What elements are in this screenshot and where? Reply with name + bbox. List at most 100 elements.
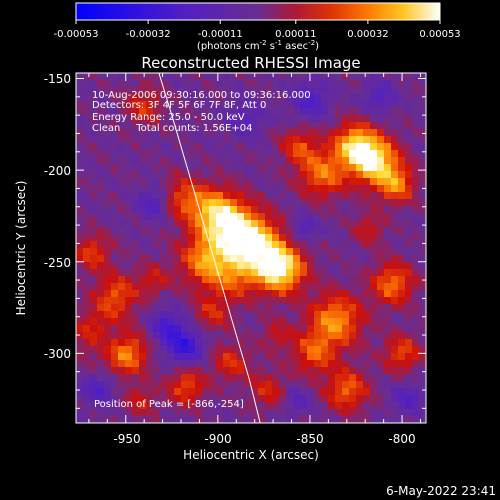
- heatmap-cell: [223, 178, 230, 185]
- heatmap-cell: [97, 171, 104, 178]
- heatmap-cell: [258, 94, 265, 101]
- heatmap-cell: [237, 80, 244, 87]
- heatmap-cell: [111, 241, 118, 248]
- heatmap-cell: [321, 269, 328, 276]
- heatmap-cell: [139, 283, 146, 290]
- colorbar-tick-label: 0.00032: [347, 29, 388, 40]
- heatmap-cell: [251, 87, 258, 94]
- heatmap-cell: [398, 311, 405, 318]
- heatmap-cell: [258, 395, 265, 402]
- heatmap-cell: [405, 87, 412, 94]
- heatmap-cell: [188, 136, 195, 143]
- heatmap-cell: [293, 80, 300, 87]
- heatmap-cell: [230, 227, 237, 234]
- heatmap-cell: [363, 206, 370, 213]
- heatmap-cell: [279, 416, 286, 423]
- heatmap-cell: [90, 227, 97, 234]
- heatmap-cell: [307, 192, 314, 199]
- heatmap-cell: [118, 283, 125, 290]
- heatmap-cell: [118, 241, 125, 248]
- heatmap-cell: [384, 199, 391, 206]
- heatmap-cell: [181, 290, 188, 297]
- heatmap-cell: [321, 150, 328, 157]
- heatmap-cell: [398, 150, 405, 157]
- heatmap-cell: [223, 143, 230, 150]
- heatmap-cell: [83, 381, 90, 388]
- heatmap-cell: [328, 353, 335, 360]
- heatmap-cell: [328, 332, 335, 339]
- heatmap-cell: [307, 360, 314, 367]
- heatmap-cell: [377, 311, 384, 318]
- heatmap-cell: [104, 122, 111, 129]
- heatmap-cell: [363, 269, 370, 276]
- heatmap-cell: [391, 157, 398, 164]
- heatmap-cell: [293, 101, 300, 108]
- heatmap-cell: [377, 136, 384, 143]
- heatmap-cell: [83, 325, 90, 332]
- heatmap-cell: [412, 241, 419, 248]
- heatmap-cell: [419, 234, 426, 241]
- heatmap-cell: [279, 276, 286, 283]
- heatmap-cell: [237, 311, 244, 318]
- heatmap-cell: [230, 269, 237, 276]
- heatmap-cell: [258, 185, 265, 192]
- heatmap-cell: [328, 409, 335, 416]
- heatmap-cell: [342, 409, 349, 416]
- heatmap-cell: [111, 192, 118, 199]
- heatmap-cell: [356, 360, 363, 367]
- heatmap-cell: [251, 248, 258, 255]
- heatmap-cell: [167, 73, 174, 80]
- heatmap-cell: [83, 241, 90, 248]
- heatmap-cell: [153, 227, 160, 234]
- heatmap-cell: [384, 206, 391, 213]
- heatmap-cell: [118, 122, 125, 129]
- heatmap-cell: [118, 353, 125, 360]
- heatmap-cell: [167, 402, 174, 409]
- heatmap-cell: [244, 199, 251, 206]
- observation-info: 10-Aug-2006 09:30:16.000 to 09:36:16.000…: [92, 90, 311, 410]
- heatmap-cell: [97, 304, 104, 311]
- heatmap-cell: [272, 150, 279, 157]
- heatmap-cell: [335, 213, 342, 220]
- heatmap-cell: [132, 199, 139, 206]
- heatmap-cell: [153, 325, 160, 332]
- heatmap-cell: [405, 346, 412, 353]
- heatmap-cell: [83, 388, 90, 395]
- heatmap-cell: [363, 318, 370, 325]
- heatmap-cell: [223, 360, 230, 367]
- heatmap-cell: [167, 269, 174, 276]
- heatmap-cell: [342, 283, 349, 290]
- heatmap-cell: [328, 122, 335, 129]
- heatmap-cell: [363, 346, 370, 353]
- heatmap-cell: [244, 374, 251, 381]
- heatmap-cell: [342, 206, 349, 213]
- heatmap-cell: [216, 360, 223, 367]
- heatmap-cell: [363, 332, 370, 339]
- heatmap-cell: [160, 311, 167, 318]
- heatmap-cell: [244, 409, 251, 416]
- heatmap-cell: [377, 108, 384, 115]
- heatmap-cell: [76, 101, 83, 108]
- heatmap-cell: [293, 325, 300, 332]
- heatmap-cell: [244, 339, 251, 346]
- heatmap-cell: [153, 416, 160, 423]
- heatmap-cell: [153, 374, 160, 381]
- heatmap-cell: [286, 192, 293, 199]
- heatmap-cell: [181, 255, 188, 262]
- heatmap-cell: [377, 220, 384, 227]
- heatmap-cell: [272, 367, 279, 374]
- heatmap-cell: [125, 353, 132, 360]
- heatmap-cell: [342, 178, 349, 185]
- heatmap-cell: [223, 290, 230, 297]
- heatmap-cell: [167, 171, 174, 178]
- heatmap-cell: [265, 255, 272, 262]
- heatmap-cell: [398, 325, 405, 332]
- heatmap-cell: [356, 290, 363, 297]
- heatmap-cell: [328, 178, 335, 185]
- heatmap-cell: [188, 80, 195, 87]
- heatmap-cell: [279, 150, 286, 157]
- heatmap-cell: [244, 234, 251, 241]
- heatmap-cell: [90, 136, 97, 143]
- heatmap-cell: [118, 206, 125, 213]
- heatmap-cell: [153, 269, 160, 276]
